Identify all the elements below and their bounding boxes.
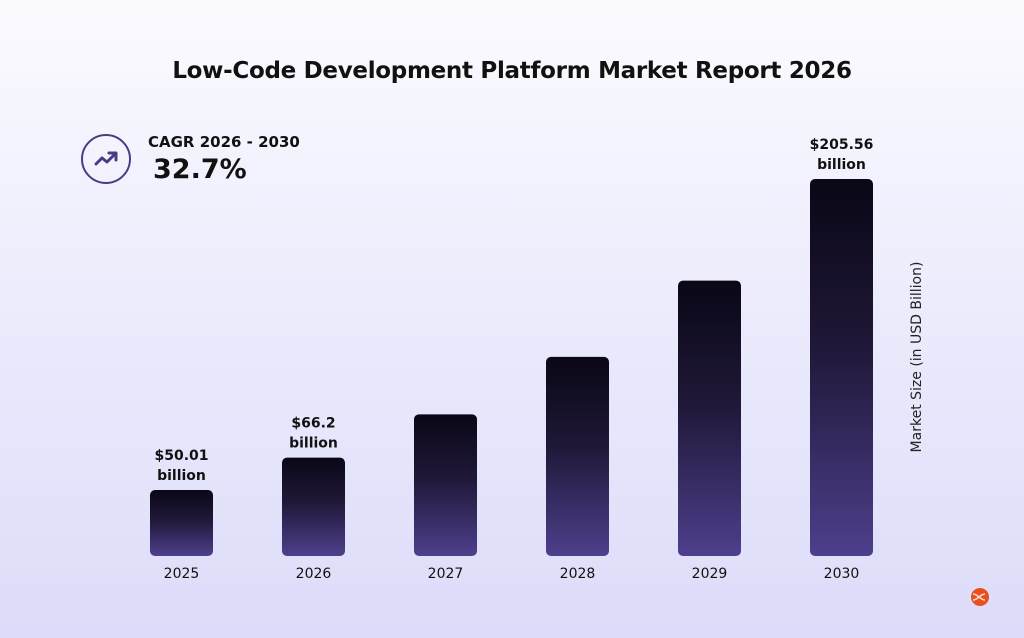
x-tick-label: 2025 [164, 566, 200, 582]
cagr-label: CAGR 2026 - 2030 [148, 133, 300, 151]
data-label-unit: billion [157, 468, 206, 484]
trending-up-icon [81, 134, 131, 184]
data-label-value: $205.56 [810, 137, 874, 153]
bar-2028 [546, 356, 609, 556]
x-tick-label: 2030 [824, 566, 860, 582]
x-tick-label: 2027 [428, 566, 464, 582]
data-label-unit: billion [817, 157, 866, 173]
bar-2030 [810, 179, 873, 556]
data-label-unit: billion [289, 436, 338, 452]
bar-2025 [150, 490, 213, 556]
data-label-value: $50.01 [154, 448, 208, 464]
bar-2029 [678, 280, 741, 556]
bar-2027 [414, 414, 477, 556]
x-tick-label: 2026 [296, 566, 332, 582]
x-tick-label: 2029 [692, 566, 728, 582]
chart-title: Low-Code Development Platform Market Rep… [172, 58, 852, 84]
x-tick-label: 2028 [560, 566, 596, 582]
cagr-value: 32.7% [153, 154, 247, 185]
brand-logo-icon [971, 588, 989, 606]
data-label-value: $66.2 [291, 416, 335, 432]
bar-2026 [282, 457, 345, 556]
